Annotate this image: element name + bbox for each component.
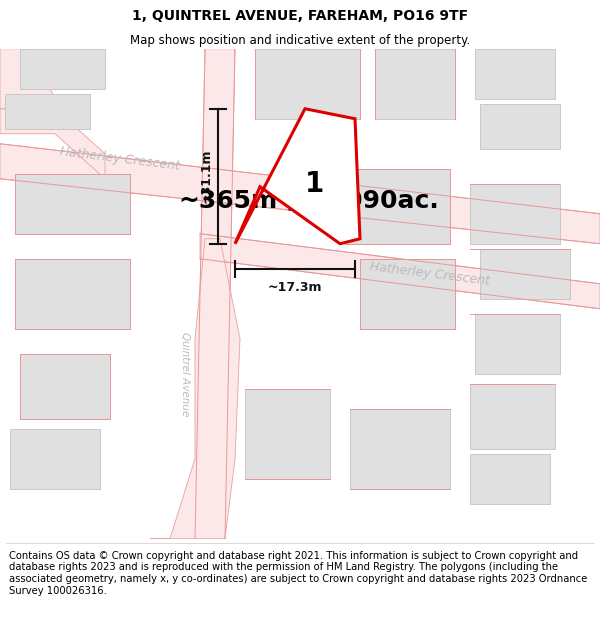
Text: Hatherley Crescent: Hatherley Crescent xyxy=(369,260,491,288)
Polygon shape xyxy=(15,259,130,329)
Polygon shape xyxy=(10,429,100,489)
Text: ~17.3m: ~17.3m xyxy=(268,281,322,294)
Polygon shape xyxy=(360,259,455,329)
Polygon shape xyxy=(0,49,60,109)
Text: Quintrel Avenue: Quintrel Avenue xyxy=(180,331,190,416)
Polygon shape xyxy=(470,384,555,449)
Polygon shape xyxy=(480,249,570,299)
Polygon shape xyxy=(375,49,455,119)
Polygon shape xyxy=(200,234,600,309)
Polygon shape xyxy=(20,354,110,419)
Polygon shape xyxy=(470,184,560,244)
Polygon shape xyxy=(345,169,450,244)
Polygon shape xyxy=(0,109,105,179)
Polygon shape xyxy=(20,49,105,89)
Polygon shape xyxy=(15,174,130,234)
Text: ~365m²/~0.090ac.: ~365m²/~0.090ac. xyxy=(178,189,439,213)
Polygon shape xyxy=(470,454,550,504)
Text: ~31.1m: ~31.1m xyxy=(200,149,213,204)
Polygon shape xyxy=(195,49,235,539)
Polygon shape xyxy=(5,94,90,129)
Text: 1, QUINTREL AVENUE, FAREHAM, PO16 9TF: 1, QUINTREL AVENUE, FAREHAM, PO16 9TF xyxy=(132,9,468,23)
Text: Map shows position and indicative extent of the property.: Map shows position and indicative extent… xyxy=(130,34,470,47)
Polygon shape xyxy=(475,49,555,99)
Polygon shape xyxy=(255,49,360,119)
Text: 1: 1 xyxy=(305,170,325,198)
Polygon shape xyxy=(475,314,560,374)
Text: Contains OS data © Crown copyright and database right 2021. This information is : Contains OS data © Crown copyright and d… xyxy=(9,551,587,596)
Polygon shape xyxy=(235,109,360,244)
Polygon shape xyxy=(0,144,600,244)
Polygon shape xyxy=(150,239,240,539)
Text: Hatherley Crescent: Hatherley Crescent xyxy=(59,145,181,172)
Polygon shape xyxy=(480,104,560,149)
Polygon shape xyxy=(245,389,330,479)
Polygon shape xyxy=(350,409,450,489)
